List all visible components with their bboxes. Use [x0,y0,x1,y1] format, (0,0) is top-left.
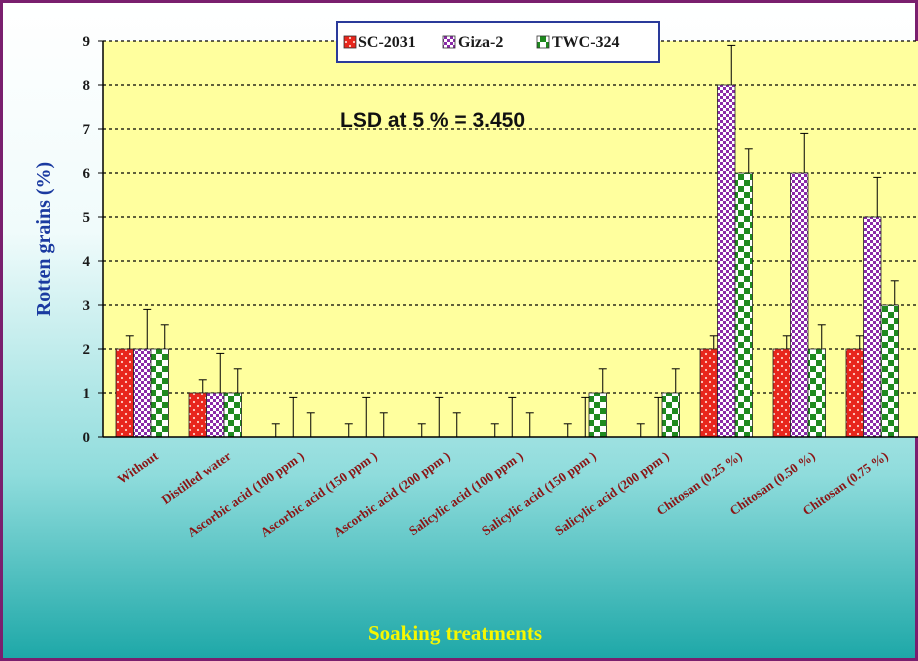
y-tick-label: 0 [83,430,91,446]
y-tick-label: 7 [83,122,91,138]
bar-twc-324-7 [661,392,680,438]
legend-label-twc-324: TWC-324 [552,34,620,51]
bar-twc-324-6 [588,392,607,438]
y-axis-label: Rotten grains (%) [33,162,55,316]
bar-giza-2-0 [133,348,152,438]
lsd-annotation: LSD at 5 % = 3.450 [340,109,525,132]
bar-sc-2031-1 [188,392,207,438]
x-tick-label: Without [114,448,161,487]
legend-box [336,21,660,63]
legend-swatch-sc-2031 [343,35,357,49]
x-tick-label: Distilled water [159,448,234,507]
bar-sc-2031-9 [772,348,791,438]
x-tick-label: Ascorbic acid (150 ppm ) [258,448,380,540]
legend-label-sc-2031: SC-2031 [358,34,416,51]
y-tick-label: 8 [83,78,91,94]
bar-twc-324-8 [734,172,753,438]
y-tick-labels: 0 1 2 3 4 5 6 7 8 9 [83,34,103,446]
bar-giza-2-1 [206,392,225,438]
legend-swatch-giza-2 [442,35,456,49]
x-tick-label: Ascorbic acid (200 ppm ) [331,448,453,540]
bar-sc-2031-0 [115,348,134,438]
y-tick-label: 5 [83,210,91,226]
bar-twc-324-9 [807,348,826,438]
error-bars [125,44,899,437]
x-axis-label: Soaking treatments [368,621,542,645]
bar-twc-324-1 [223,392,242,438]
bars [115,84,899,438]
bar-giza-2-8 [717,84,736,438]
bar-twc-324-0 [150,348,169,438]
bar-sc-2031-10 [845,348,864,438]
y-tick-label: 4 [83,254,91,270]
x-tick-label: Ascorbic acid (100 ppm ) [185,448,307,540]
y-tick-label: 9 [83,34,91,50]
y-tick-label: 1 [83,386,91,402]
legend-label-giza-2: Giza-2 [458,34,503,51]
bar-giza-2-10 [863,216,882,438]
bar-sc-2031-8 [699,348,718,438]
bar-giza-2-9 [790,172,809,438]
y-tick-label: 6 [83,166,91,182]
legend: SC-2031 Giza-2 TWC-324 [336,21,660,63]
y-tick-label: 3 [83,298,91,314]
y-tick-label: 2 [83,342,91,358]
bar-twc-324-10 [880,304,899,438]
legend-swatch-twc-324 [536,35,550,49]
